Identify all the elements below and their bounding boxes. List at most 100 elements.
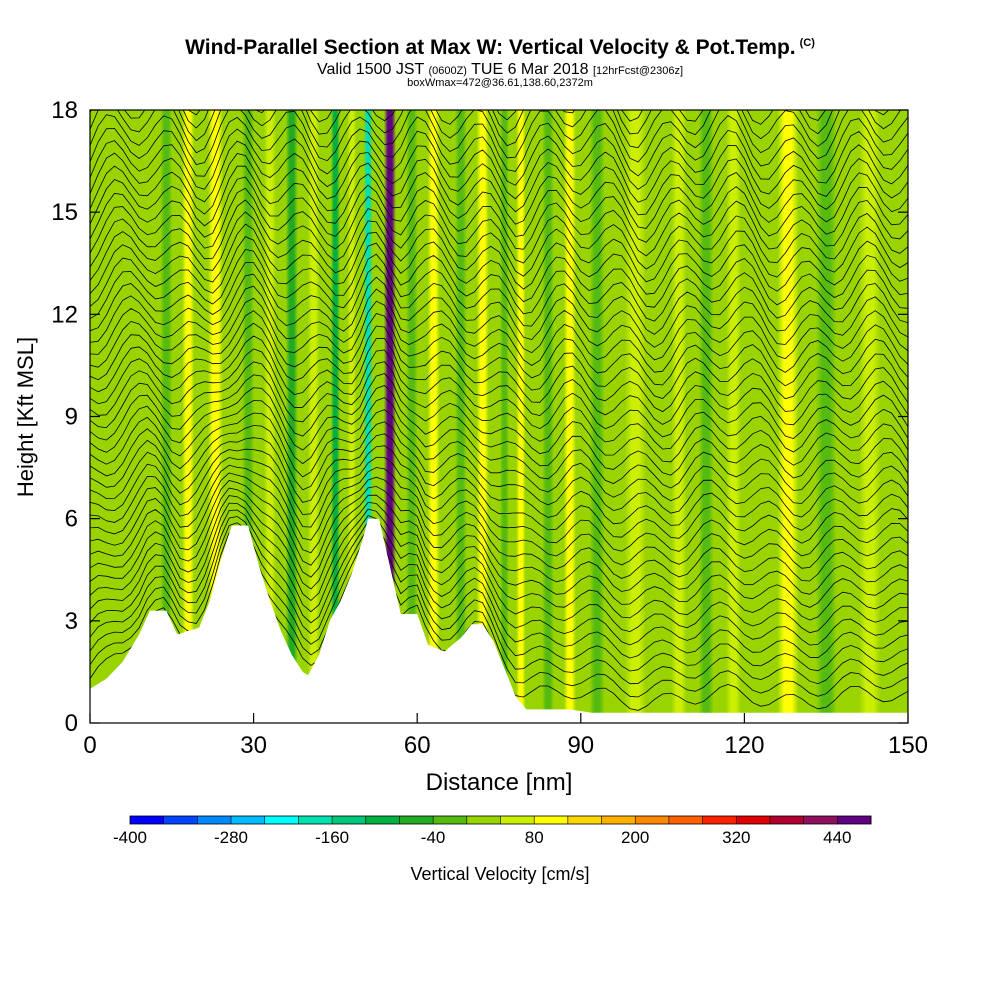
- colorbar-swatch: [197, 816, 232, 824]
- isentrope-line: [90, 361, 908, 453]
- y-axis-label: Height [Kft MSL]: [13, 337, 38, 497]
- copyright-mark: (C): [799, 37, 815, 49]
- isentrope-line: [90, 187, 908, 270]
- pot-temp-contours: [90, 110, 908, 711]
- isentrope-line: [90, 348, 908, 440]
- isentrope-line: [187, 110, 827, 122]
- x-axis: 0 30 60 90 120 150: [83, 713, 928, 759]
- isentrope-line: [90, 522, 908, 672]
- isentrope-line: [90, 297, 908, 387]
- isentrope-line: [90, 509, 908, 646]
- x-tick-label: 60: [404, 732, 431, 759]
- isentrope-line: [90, 248, 908, 335]
- chart-title: Wind-Parallel Section at Max W: Vertical…: [0, 36, 1000, 60]
- isentrope-line: [90, 262, 908, 348]
- y-tick-label: 15: [51, 199, 78, 226]
- isentrope-line: [182, 110, 890, 135]
- isentrope-line: [90, 322, 908, 413]
- colorbar-swatch: [500, 816, 535, 824]
- colorbar-tick-label: -40: [421, 828, 446, 847]
- isentrope-line: [90, 421, 908, 518]
- isentrope-line: [90, 397, 908, 491]
- x-axis-label: Distance [nm]: [426, 769, 573, 796]
- colorbar-swatch: [365, 816, 400, 824]
- isentrope-line: [90, 310, 908, 400]
- colorbar-swatch: [298, 816, 333, 824]
- colorbar-swatch: [736, 816, 771, 824]
- colorbar-swatch: [601, 816, 636, 824]
- isentrope-line: [90, 464, 908, 569]
- isentrope-line: [90, 116, 908, 190]
- colorbar-swatch: [332, 816, 367, 824]
- isentrope-line: [90, 211, 908, 295]
- isentrope-line: [90, 502, 908, 634]
- isentrope-line: [90, 285, 908, 373]
- isentrope-line: [90, 110, 908, 177]
- colorbar-swatch: [668, 816, 704, 824]
- colorbar-swatch: [163, 816, 198, 824]
- isentrope-line: [90, 165, 908, 243]
- isentrope-line: [90, 373, 908, 466]
- x-tick-label: 120: [724, 732, 764, 759]
- boxwmax-line: boxWmax=472@36.61,138.60,2372m: [407, 77, 593, 89]
- y-tick-label: 6: [65, 506, 78, 533]
- colorbar-swatch: [466, 816, 501, 824]
- colorbar-swatch: [567, 816, 603, 824]
- isentrope-line: [90, 140, 908, 216]
- colorbar-tick-label: -280: [214, 828, 248, 847]
- colorbar-swatch: [433, 816, 468, 824]
- isentrope-line: [90, 273, 908, 361]
- colorbar-swatch: [803, 816, 838, 824]
- isentrope-line: [90, 110, 908, 163]
- colorbar-swatch: [702, 816, 737, 824]
- isentrope-line: [90, 153, 908, 229]
- y-tick-label: 0: [65, 710, 78, 737]
- colorbar-swatch: [130, 816, 165, 824]
- isentrope-line: [90, 456, 908, 557]
- colorbar-tick-label: 320: [722, 828, 750, 847]
- isentrope-line: [90, 433, 908, 531]
- isentrope-line: [90, 487, 908, 608]
- isentrope-line: [90, 199, 908, 283]
- x-tick-label: 150: [888, 732, 928, 759]
- colorbar-swatch: [534, 816, 569, 824]
- colorbar-swatch: [231, 816, 266, 824]
- colorbar-label: Vertical Velocity [cm/s]: [410, 864, 589, 884]
- isentrope-line: [90, 516, 908, 659]
- terrain: [90, 518, 908, 723]
- colorbar-swatch: [769, 816, 805, 824]
- forecast-info: [12hrFcst@2306z]: [592, 65, 684, 77]
- isentrope-line: [90, 176, 908, 257]
- colorbar-tick-label: 440: [823, 828, 851, 847]
- colorbar: -400 -280 -160 -40 80 200 320 440: [113, 815, 872, 847]
- isentrope-line: [90, 528, 908, 685]
- isentrope-line: [90, 480, 908, 595]
- y-tick-label: 12: [51, 301, 78, 328]
- isentrope-line: [90, 495, 908, 621]
- chart-subtitle: Valid 1500 JST (0600Z) TUE 6 Mar 2018 [1…: [0, 61, 1000, 79]
- chart-title-text: Wind-Parallel Section at Max W: Vertical…: [185, 36, 796, 59]
- isentrope-line: [90, 409, 908, 504]
- colorbar-swatch: [264, 816, 299, 824]
- isentrope-line: [90, 335, 908, 426]
- isentrope-line: [90, 223, 908, 308]
- isentrope-line: [90, 385, 908, 479]
- isentrope-line: [90, 445, 908, 544]
- valid-utc: (0600Z): [428, 65, 467, 77]
- x-tick-label: 0: [83, 732, 96, 759]
- colorbar-swatch: [635, 816, 670, 824]
- x-tick-label: 30: [240, 732, 267, 759]
- isentrope-line: [90, 128, 908, 203]
- y-tick-label: 9: [65, 404, 78, 431]
- x-tick-label: 90: [567, 732, 594, 759]
- colorbar-tick-label: 80: [525, 828, 544, 847]
- isentrope-line: [90, 110, 902, 149]
- y-axis: 0 3 6 9 12 15 18: [51, 97, 908, 737]
- isentrope-line: [90, 472, 908, 582]
- colorbar-tick-label: -160: [315, 828, 349, 847]
- y-tick-label: 3: [65, 608, 78, 635]
- valid-date: TUE 6 Mar 2018: [471, 61, 589, 78]
- colorbar-tick-label: -400: [113, 828, 147, 847]
- colorbar-swatch: [837, 816, 872, 824]
